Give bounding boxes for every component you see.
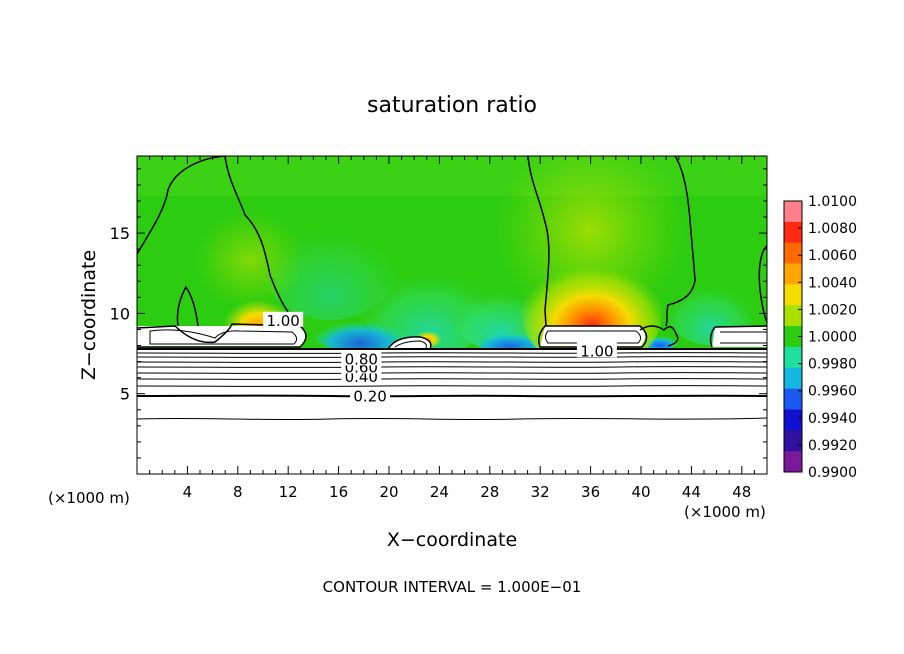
y-axis: 5 10 15 <box>110 168 767 459</box>
contour-line-0.40 <box>137 378 767 380</box>
x-tick-label: 20 <box>379 483 398 501</box>
contour-line <box>137 361 767 363</box>
blend-patch <box>665 265 755 345</box>
x-tick-label: 8 <box>233 483 243 501</box>
contour-label-bg <box>576 342 617 358</box>
contour-label-bg <box>350 387 391 403</box>
contour-label: 1.00 <box>266 312 299 330</box>
colorbar-swatch <box>784 263 802 285</box>
x-tick-label: 48 <box>732 483 751 501</box>
x-tick-label: 44 <box>682 483 701 501</box>
colorbar-swatch <box>784 221 802 244</box>
blend-patch <box>195 210 305 310</box>
colorbar-tick-label: 1.0100 <box>808 194 857 210</box>
colorbar-tick-label: 1.0080 <box>808 221 857 237</box>
cloud-edge <box>639 325 679 347</box>
cloud-edge <box>538 325 648 348</box>
x-tick-label: 4 <box>183 483 193 501</box>
contour-labels: 0.200.400.600.80 1.001.00 <box>263 311 617 405</box>
y-axis-label: Z−coordinate <box>78 250 100 380</box>
cloud-edge <box>137 323 307 348</box>
chart-title: saturation ratio <box>367 93 537 118</box>
x-units-left: (×1000 m) <box>48 489 130 507</box>
contour-line <box>137 417 767 421</box>
y-tick-label: 10 <box>110 304 130 323</box>
colorbar-tick-label: 0.9900 <box>808 465 857 481</box>
cloud-edge <box>720 331 767 344</box>
x-tick-label: 32 <box>531 483 550 501</box>
contour-label: 0.20 <box>353 387 386 405</box>
x-tick-label: 28 <box>480 483 499 501</box>
cloud-edge <box>709 325 767 348</box>
subsaturated-region <box>137 349 767 474</box>
cloud-edge <box>394 340 427 349</box>
y-tick-label: 5 <box>120 385 130 404</box>
colorbar-swatch <box>784 367 802 390</box>
colorbar-tick-label: 0.9980 <box>808 357 857 373</box>
contour-line-0.80 <box>137 356 767 358</box>
saturation-field <box>137 156 767 474</box>
x-tick-label: 12 <box>279 483 298 501</box>
colorbar-swatch <box>784 430 802 452</box>
contour-line <box>137 352 767 354</box>
colorbar-tick-label: 1.0000 <box>808 330 857 346</box>
x-units-right: (×1000 m) <box>684 503 766 521</box>
contour-line-1.00-upper <box>176 285 199 327</box>
cloud-edge <box>149 329 298 345</box>
colorbar-swatch <box>784 346 802 369</box>
colorbar-tick-label: 1.0020 <box>808 302 857 318</box>
y-tick-label: 15 <box>110 224 130 243</box>
colorbar-swatch <box>784 284 802 306</box>
cloud-edge <box>545 330 642 344</box>
colorbar-tick-label: 1.0060 <box>808 248 857 264</box>
x-axis: 4 8 12 16 20 24 28 32 36 40 44 48 <box>149 156 755 501</box>
contour-line-1.00-upper <box>758 245 767 323</box>
colorbar-swatch <box>784 201 802 223</box>
x-tick-label: 24 <box>430 483 449 501</box>
colorbar-swatch <box>784 388 802 410</box>
contour-label: 0.80 <box>345 350 378 368</box>
x-tick-label: 36 <box>581 483 600 501</box>
contour-line-1.00-upper <box>665 156 696 327</box>
colorbar-tick-label: 0.9920 <box>808 438 857 454</box>
footer-contour-interval: CONTOUR INTERVAL = 1.000E−01 <box>323 578 582 596</box>
colorbar-swatch <box>784 409 802 431</box>
contour-line-0.20 <box>137 394 767 398</box>
blend-patch <box>310 308 410 352</box>
contour-line-1.00-upper <box>137 156 297 327</box>
colorbar-swatch <box>784 305 802 327</box>
contour-line <box>137 385 767 387</box>
colorbar-swatch <box>784 242 802 265</box>
colorbar-swatch <box>784 451 802 473</box>
contour-label-bg <box>263 311 304 327</box>
x-tick-label: 16 <box>329 483 348 501</box>
colorbar-tick-label: 0.9960 <box>808 384 857 400</box>
colorbar-tick-label: 0.9940 <box>808 411 857 427</box>
contour-line-1.00-upper <box>527 156 550 327</box>
cloud-edge <box>387 336 432 350</box>
colorbar-swatch <box>784 326 802 348</box>
x-tick-label: 40 <box>631 483 650 501</box>
contour-line-0.60 <box>137 366 767 368</box>
cloud-region <box>712 326 767 347</box>
contour-label-bg <box>341 350 382 366</box>
x-axis-label: X−coordinate <box>387 529 517 551</box>
colorbar-tick-label: 1.0040 <box>808 275 857 291</box>
contour-line <box>137 372 767 374</box>
contour-lines <box>137 156 767 421</box>
colorbar: 1.0100 1.0080 1.0060 1.0040 1.0020 1.0000 0.99… <box>783 194 857 481</box>
contour-label: 1.00 <box>580 342 613 360</box>
